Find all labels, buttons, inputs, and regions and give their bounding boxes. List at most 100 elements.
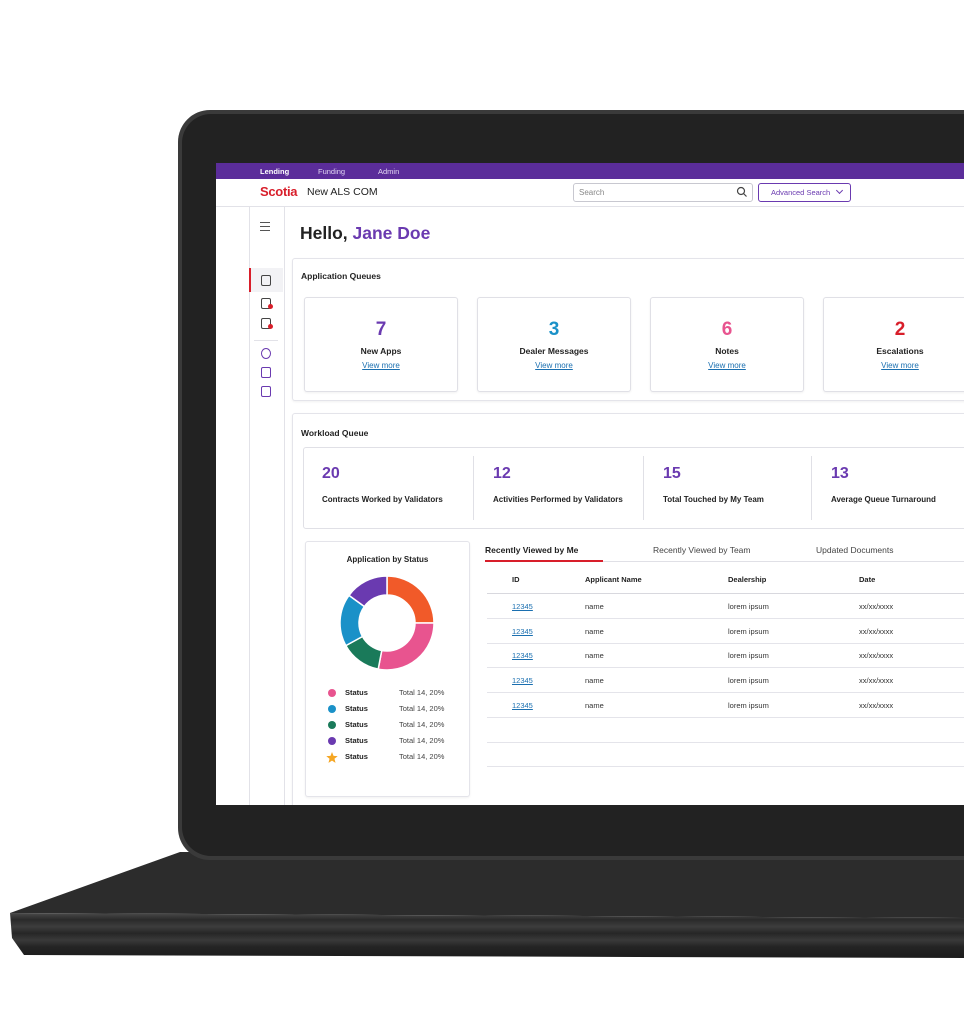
stat-value: 13 [831, 465, 849, 482]
id-link[interactable]: 12345 [512, 651, 533, 661]
sidebar-divider [254, 340, 278, 341]
row-rule [487, 766, 964, 768]
queue-card[interactable]: 6 Notes View more [650, 297, 804, 392]
hamburger-line[interactable] [260, 230, 270, 232]
table-cell: xx/xx/xxxx [859, 700, 894, 710]
nav-tab[interactable]: Admin [378, 167, 400, 176]
search-placeholder: Search [579, 188, 605, 197]
queue-label: Notes [715, 346, 739, 356]
table-tab[interactable]: Recently Viewed by Me [485, 545, 579, 555]
stats-box: 20 Contracts Worked by Validators 12 Activi… [303, 447, 964, 529]
stat-divider [811, 456, 812, 520]
table-tab[interactable]: Recently Viewed by Team [653, 545, 751, 555]
stat-label: Total Touched by My Team [663, 495, 764, 504]
legend-label: Status [345, 752, 368, 761]
column-header: Date [859, 575, 876, 584]
sidebar-icon[interactable] [261, 298, 271, 309]
header-rule [487, 593, 964, 594]
view-more-link[interactable]: View more [881, 361, 919, 370]
table-cell: lorem ipsum [728, 602, 769, 611]
row-rule [487, 692, 964, 694]
legend-detail: Total 14, 20% [399, 736, 445, 745]
table-cell: lorem ipsum [728, 626, 769, 636]
search-box[interactable]: Search [573, 183, 753, 202]
id-link[interactable]: 12345 [512, 602, 533, 611]
legend-marker [326, 752, 338, 763]
legend-marker [328, 705, 336, 713]
donut-segment [386, 575, 435, 624]
donut-segment [347, 575, 388, 608]
sidebar-icon[interactable] [261, 367, 271, 378]
id-link[interactable]: 12345 [512, 700, 533, 710]
table-cell: lorem ipsum [728, 651, 769, 661]
sidebar-icon-badge [268, 304, 273, 309]
greeting-name: Jane Doe [352, 223, 431, 243]
column-header: ID [512, 575, 520, 584]
brand-logo: Scotia [260, 184, 298, 199]
view-more-link[interactable]: View more [535, 361, 573, 370]
queue-count: 2 [894, 319, 906, 340]
stat-divider [643, 456, 644, 520]
stat-label: Activities Performed by Validators [493, 495, 623, 504]
column-header: Dealership [728, 575, 767, 584]
row-rule [487, 667, 964, 669]
queue-card[interactable]: 2 Escalations View more [823, 297, 964, 392]
queue-count: 3 [548, 319, 560, 340]
nav-tab[interactable]: Funding [318, 167, 346, 176]
view-more-link[interactable]: View more [708, 361, 746, 370]
screen: Lending Funding Admin Scotia New ALS COM Sear… [216, 163, 964, 805]
sidebar-icon[interactable] [261, 348, 271, 359]
stat-value: 12 [493, 465, 511, 482]
row-rule [487, 716, 964, 718]
nav-tab[interactable]: Lending [260, 167, 290, 176]
table-cell: xx/xx/xxxx [859, 676, 894, 686]
legend-marker [328, 737, 336, 745]
queue-label: New Apps [360, 346, 402, 356]
queue-count: 7 [375, 319, 387, 340]
sidebar-icon-badge [268, 324, 273, 329]
table-cell: name [585, 676, 604, 686]
view-more-link[interactable]: View more [362, 361, 400, 370]
chart-title: Application by Status [346, 555, 429, 564]
sidebar [249, 207, 285, 805]
table-cell: xx/xx/xxxx [859, 602, 894, 611]
table-tab[interactable]: Updated Documents [816, 545, 894, 555]
status-chart-card: Application by Status Status Total 14, 20%… [305, 541, 470, 797]
nav-bar [216, 163, 964, 179]
queue-card[interactable]: 3 Dealer Messages View more [477, 297, 631, 392]
tabs-divider [485, 561, 964, 562]
table-cell: lorem ipsum [728, 676, 769, 686]
sidebar-active-bg [249, 268, 283, 292]
panel-title: Application Queues [301, 271, 381, 281]
header-divider [216, 206, 964, 207]
legend-label: Status [345, 704, 368, 713]
table-cell: name [585, 651, 604, 661]
search-icon [736, 186, 747, 197]
sidebar-icon[interactable] [261, 386, 271, 397]
laptop-base-edge [10, 913, 964, 958]
greeting-prefix: Hello, [300, 223, 348, 243]
table-cell: xx/xx/xxxx [859, 651, 894, 661]
legend-marker [328, 721, 336, 729]
column-header: Applicant Name [585, 575, 642, 584]
sidebar-icon[interactable] [261, 275, 271, 286]
row-rule [487, 618, 964, 619]
table-cell: name [585, 626, 604, 636]
sidebar-icon[interactable] [261, 318, 271, 329]
hamburger-line[interactable] [260, 222, 270, 224]
hamburger-line[interactable] [260, 226, 270, 228]
queue-label: Escalations [876, 346, 924, 356]
legend-label: Status [345, 720, 368, 729]
queue-count: 6 [721, 319, 733, 340]
queue-card[interactable]: 7 New Apps View more [304, 297, 458, 392]
legend-label: Status [345, 688, 368, 697]
stat-value: 15 [663, 465, 681, 482]
advanced-search-button[interactable]: Advanced Search [758, 183, 851, 202]
table-cell: name [585, 602, 604, 611]
id-link[interactable]: 12345 [512, 676, 533, 686]
id-link[interactable]: 12345 [512, 626, 533, 636]
stat-label: Contracts Worked by Validators [322, 495, 443, 504]
laptop-base-top [10, 852, 964, 918]
panel-title: Workload Queue [301, 428, 369, 438]
